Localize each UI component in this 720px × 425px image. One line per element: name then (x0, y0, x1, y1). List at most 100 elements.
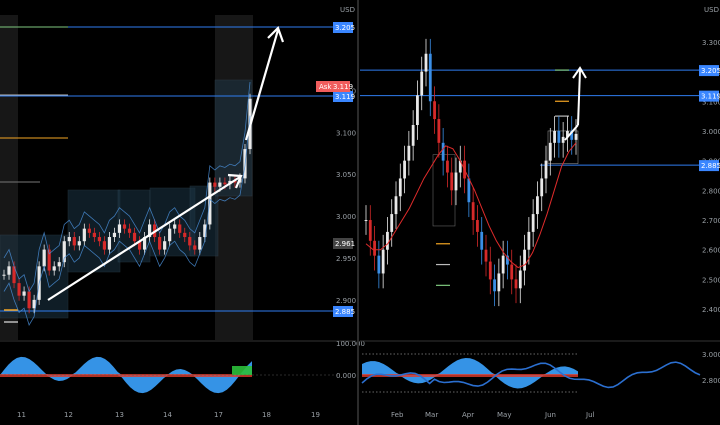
candle-body (561, 136, 565, 143)
candle-body (467, 178, 471, 203)
candle-body (433, 101, 436, 120)
candle-body (7, 266, 11, 275)
candle-body (97, 237, 101, 242)
y-tick-label: 3.100 (336, 129, 356, 137)
x-tick-label: 11 (17, 411, 26, 419)
price-tag-background (333, 22, 353, 33)
left-currency-label: USD (340, 6, 355, 14)
candle-body (137, 241, 142, 250)
candle-body (557, 130, 561, 143)
y-tick-label: 2.900 (336, 297, 356, 305)
left-x-axis: 11 12 13 14 17 18 19 (17, 411, 320, 419)
price-tag: 3.205 (333, 22, 355, 33)
candle-body (17, 283, 21, 296)
right-arrows (564, 66, 587, 141)
envelope-lower (3, 115, 251, 326)
candle-body (218, 182, 222, 187)
left-range-box (149, 187, 196, 257)
candle-body (112, 232, 117, 238)
candle-body (553, 130, 556, 143)
candle-body (22, 291, 26, 296)
osc-red-band (362, 374, 578, 377)
candle-body (213, 182, 217, 187)
left-short-level-marks (0, 26, 68, 323)
price-tag-label: 2.885 (335, 308, 355, 316)
x-tick-label: Apr (462, 411, 474, 419)
candle-body (223, 182, 227, 185)
candle-body (390, 214, 394, 232)
candle-body (178, 224, 182, 233)
candle-body (458, 160, 462, 173)
envelope-upper (3, 81, 251, 293)
candle-body (386, 231, 389, 250)
candle-body (394, 196, 398, 215)
price-tag-label: 2.961 (335, 240, 355, 248)
y-tick-label: 2.600 (702, 247, 720, 255)
right-x-axis: Feb Mar Apr May Jun Jul (391, 411, 595, 419)
price-tag: 2.961 (333, 238, 355, 249)
arrow-up-2 (244, 29, 280, 141)
candle-body (163, 241, 167, 250)
candle-body (12, 266, 16, 284)
candle-body (147, 224, 152, 238)
candle-body (403, 160, 406, 179)
price-tag: 3.205 (699, 65, 720, 77)
arrowhead-1 (227, 173, 243, 189)
candle-body (407, 145, 411, 161)
candle-body (203, 224, 207, 238)
right-osc-axis: 3.000 2.800 (702, 351, 720, 385)
arrow-up-1 (47, 176, 241, 301)
price-tag-background (333, 306, 353, 317)
candle-body (208, 182, 212, 225)
x-tick-label: 19 (311, 411, 320, 419)
candle-body (536, 196, 539, 215)
y-tick-label: 2.950 (336, 255, 356, 263)
osc-area-lower (362, 375, 578, 389)
y-tick-label: 3.000 (336, 213, 356, 221)
price-tag-background (699, 160, 719, 172)
price-tag-label: 3.205 (335, 24, 355, 32)
y-tick-label: 3.050 (336, 171, 356, 179)
candle-body (416, 95, 419, 126)
y-tick-label: 3.300 (702, 39, 720, 47)
candle-body (32, 299, 36, 309)
candle-body (72, 237, 76, 246)
candle-body (107, 237, 112, 250)
right-arrow-up (577, 69, 581, 126)
osc-area-upper (0, 356, 252, 375)
x-tick-label: Jul (585, 411, 595, 419)
osc-tick-label: 0.000 (336, 372, 356, 380)
candle-body (381, 249, 385, 274)
price-tag: 2.885 (333, 306, 355, 317)
candle-body (574, 133, 578, 140)
right-y-axis: 3.3003.2003.1003.0002.9002.8002.7002.600… (702, 39, 720, 314)
left-ask-tag: Ask 3.119 (316, 81, 353, 92)
price-line-overlay (361, 361, 701, 389)
candle-body (117, 224, 122, 233)
candle-body (188, 237, 192, 246)
candle-body (428, 53, 432, 102)
candle-body (233, 180, 237, 183)
right-chart-panel[interactable]: USD 3.3003.2003.1003.0002.9002.8002.7002… (360, 6, 720, 419)
candle-body (102, 241, 107, 250)
osc-green-tail (232, 366, 252, 375)
candle-body (510, 264, 514, 280)
x-tick-label: 12 (64, 411, 73, 419)
candle-body (476, 220, 479, 232)
candle-body (198, 237, 202, 250)
candle-body (420, 71, 424, 96)
price-tag: 3.119 (333, 91, 355, 102)
candle-body (548, 142, 552, 161)
right-short-level-marks (436, 69, 569, 286)
candle-body (446, 160, 449, 173)
candle-body (122, 224, 127, 229)
candle-body (142, 237, 147, 250)
osc-red-band (0, 374, 252, 377)
candle-body (566, 130, 569, 137)
candle-body (441, 142, 445, 161)
osc-area-upper (362, 357, 578, 375)
y-tick-label: 2.700 (702, 217, 720, 225)
price-tag-background (333, 238, 353, 249)
